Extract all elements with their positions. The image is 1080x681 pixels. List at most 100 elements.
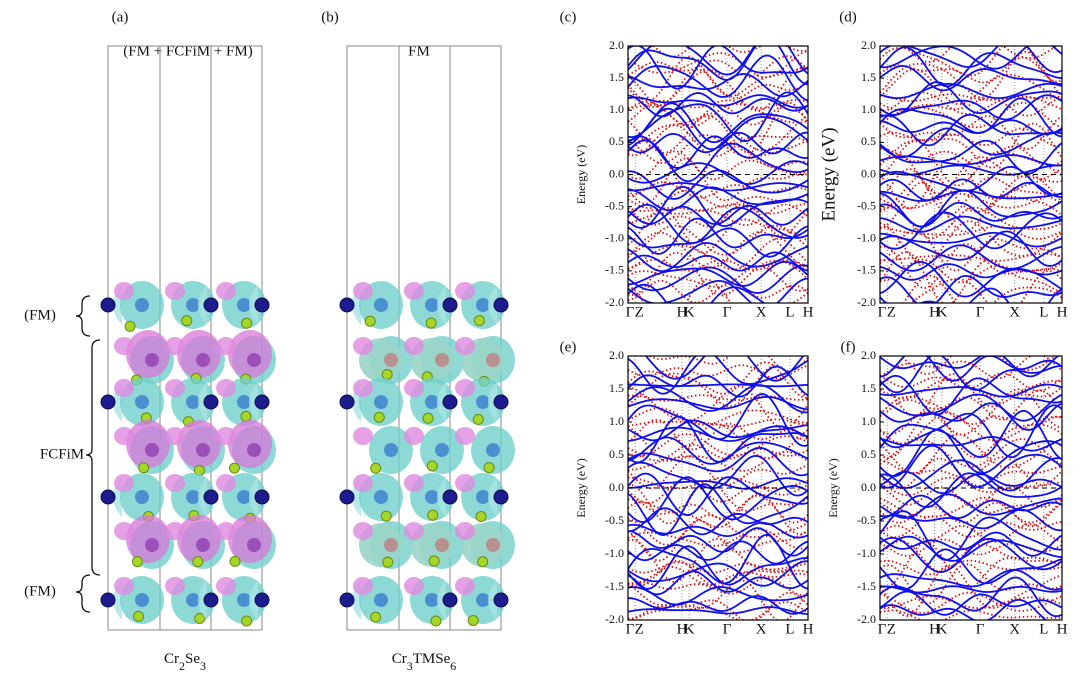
band-spin-up xyxy=(628,395,808,411)
x-tick-label: X xyxy=(1009,304,1020,320)
x-tick-label: Γ xyxy=(626,304,635,320)
band-spin-up xyxy=(880,260,1062,298)
band-spin-down xyxy=(628,100,808,128)
atom xyxy=(254,592,270,608)
x-tick-label: Γ xyxy=(878,304,887,320)
band-spin-down xyxy=(628,237,808,271)
y-tick-label: 2.0 xyxy=(609,38,624,52)
y-tick-label: 0.0 xyxy=(861,480,876,494)
density-blob xyxy=(488,382,497,422)
band-spin-down xyxy=(880,252,1062,262)
density-blob xyxy=(353,337,373,355)
atom xyxy=(196,353,210,367)
band-spin-up xyxy=(628,203,808,245)
y-tick-label: 0.5 xyxy=(861,134,876,148)
formula-part: Cr xyxy=(392,651,407,667)
atom xyxy=(196,538,210,552)
band-spin-down xyxy=(880,127,1062,148)
band-spin-up xyxy=(880,215,1062,233)
density-blob xyxy=(404,474,424,492)
band-spin-up xyxy=(628,169,808,200)
band-spin-down xyxy=(628,601,808,620)
density-blob xyxy=(114,474,134,492)
atom xyxy=(486,353,500,367)
y-tick-label: 0.5 xyxy=(609,134,624,148)
band-spin-up xyxy=(628,545,808,590)
formula: Cr3TMSe6 xyxy=(392,651,457,672)
band-spin-up xyxy=(628,186,808,212)
band-spin-up xyxy=(628,586,808,606)
band-spin-down xyxy=(880,356,1062,380)
density-blob xyxy=(455,577,475,595)
band-spin-down xyxy=(880,251,1062,303)
atom xyxy=(435,538,449,552)
band-spin-down xyxy=(628,494,808,524)
atom xyxy=(100,489,116,505)
band-spin-up xyxy=(880,244,1062,272)
y-tick-label: 2.0 xyxy=(861,38,876,52)
band-spin-up xyxy=(880,404,1062,459)
atom xyxy=(181,315,193,327)
density-blob xyxy=(114,282,134,300)
band-spin-up xyxy=(628,277,808,303)
x-tick-label: Γ xyxy=(723,621,732,637)
y-tick-label: 1.5 xyxy=(861,381,876,395)
band-spin-down xyxy=(628,579,808,620)
atom xyxy=(203,297,219,313)
band-spin-down xyxy=(880,438,1062,468)
atom xyxy=(203,394,219,410)
atom xyxy=(228,462,240,474)
density-blob xyxy=(126,330,170,378)
brace xyxy=(75,295,91,337)
band-spin-up xyxy=(628,91,808,143)
band-spin-up xyxy=(628,131,808,155)
density-blob xyxy=(353,379,373,397)
atom xyxy=(476,490,490,504)
band-spin-up xyxy=(880,119,1062,136)
band-spin-down xyxy=(628,591,808,620)
band-spin-up xyxy=(880,274,1062,303)
band-spin-down xyxy=(880,609,1062,620)
atom xyxy=(384,353,398,367)
density-blob xyxy=(455,282,475,300)
y-axis-label: Energy (eV) xyxy=(826,458,840,517)
formula-part: Cr xyxy=(164,651,179,667)
y-tick-label: -2.0 xyxy=(857,295,876,309)
atom xyxy=(380,510,392,522)
atom xyxy=(374,490,388,504)
y-tick-label: -2.0 xyxy=(605,612,624,626)
atom xyxy=(241,317,253,329)
density-blob xyxy=(216,282,236,300)
y-tick-label: -1.0 xyxy=(605,231,624,245)
band-spin-up xyxy=(628,46,808,76)
band-spin-down xyxy=(880,93,1062,103)
atom xyxy=(241,615,253,627)
y-axis-label: Energy (eV) xyxy=(574,458,588,517)
atom xyxy=(384,538,398,552)
x-tick-label: Γ xyxy=(723,304,732,320)
atom xyxy=(475,511,487,523)
band-spin-up xyxy=(628,606,808,615)
band-spin-down xyxy=(880,538,1062,558)
density-blob xyxy=(353,282,373,300)
density-blob xyxy=(114,577,134,595)
band-spin-up xyxy=(880,374,1062,416)
panel-label: (c) xyxy=(560,9,577,25)
band-spin-up xyxy=(880,287,1062,303)
band-spin-down xyxy=(880,515,1062,539)
atom xyxy=(493,297,509,313)
x-tick-label: L xyxy=(1039,304,1048,320)
density-blob xyxy=(437,285,446,325)
x-tick-label: H xyxy=(1057,304,1068,320)
band-spin-down xyxy=(880,493,1062,518)
atom xyxy=(203,489,219,505)
atom xyxy=(374,298,388,312)
band-spin-up xyxy=(880,201,1062,228)
band-spin-up xyxy=(880,428,1062,478)
band-spin-down xyxy=(628,577,808,597)
band-spin-up xyxy=(880,232,1062,248)
atom xyxy=(186,490,200,504)
atom xyxy=(135,593,149,607)
bands xyxy=(880,46,1062,303)
band-spin-up xyxy=(628,594,808,615)
